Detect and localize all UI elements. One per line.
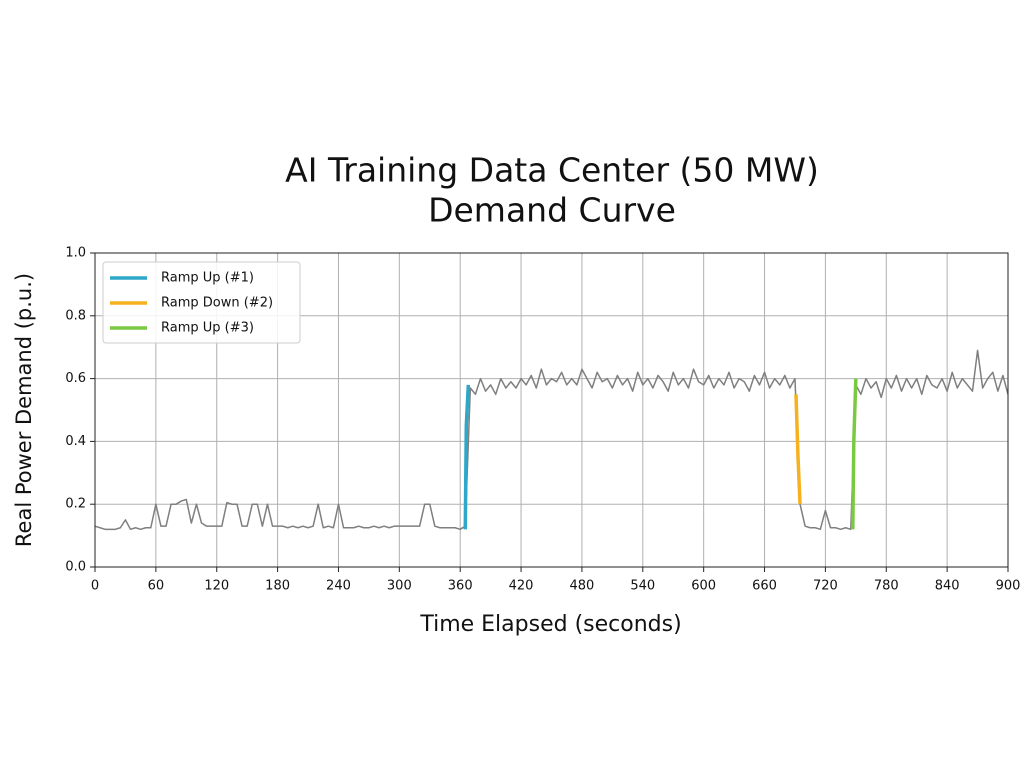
x-tick-label: 300: [387, 579, 412, 594]
x-tick-label: 720: [813, 579, 838, 594]
x-tick-label: 540: [630, 579, 655, 594]
chart-title: Demand Curve: [428, 191, 676, 230]
x-tick-label: 660: [752, 579, 777, 594]
chart-title: AI Training Data Center (50 MW): [285, 151, 819, 190]
y-tick-label: 0.0: [65, 560, 86, 575]
plot-lines: [94, 349, 1009, 531]
x-axis-label: Time Elapsed (seconds): [419, 612, 681, 637]
x-tick-label: 600: [691, 579, 716, 594]
x-tick-label: 420: [509, 579, 534, 594]
legend-box: [102, 261, 301, 344]
legend-label: Ramp Up (#1): [161, 271, 254, 286]
y-tick-label: 1.0: [65, 246, 86, 261]
y-tick-label: 0.4: [65, 434, 86, 449]
x-tick-label: 120: [204, 579, 229, 594]
ramp-line: [851, 378, 858, 530]
x-tick-label: 900: [996, 579, 1021, 594]
legend: Ramp Up (#1) Ramp Down (#2) Ramp Up (#3): [102, 261, 301, 344]
x-tick-label: 840: [935, 579, 960, 594]
y-tick-label: 0.6: [65, 371, 86, 386]
legend-label: Ramp Up (#3): [161, 321, 254, 336]
x-tick-label: 0: [91, 579, 99, 594]
x-tick-label: 240: [326, 579, 351, 594]
y-axis-label: Real Power Demand (p.u.): [12, 273, 36, 547]
x-tick-label: 180: [265, 579, 290, 594]
legend-label: Ramp Down (#2): [161, 296, 273, 311]
ramp-line: [463, 384, 471, 530]
x-tick-label: 60: [148, 579, 165, 594]
y-tick-label: 0.2: [65, 497, 86, 512]
x-tick-label: 480: [570, 579, 595, 594]
plot-frame: [94, 252, 1009, 568]
ramp-line: [794, 394, 802, 505]
x-tick-label: 780: [874, 579, 899, 594]
y-tick-label: 0.8: [65, 308, 86, 323]
x-tick-label: 360: [448, 579, 473, 594]
demand-line: [94, 349, 1009, 531]
